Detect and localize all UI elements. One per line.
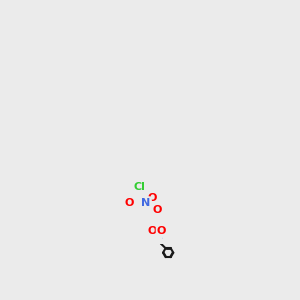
Text: O: O [148,193,157,202]
Text: N: N [154,232,163,242]
Text: S: S [152,225,161,238]
Text: O: O [124,198,134,208]
Text: H: H [152,232,161,242]
Text: N: N [142,197,151,208]
Text: Cl: Cl [133,182,145,192]
Text: H: H [140,197,149,208]
Text: O: O [152,205,162,215]
Text: O: O [157,226,166,236]
Text: O: O [148,226,157,236]
